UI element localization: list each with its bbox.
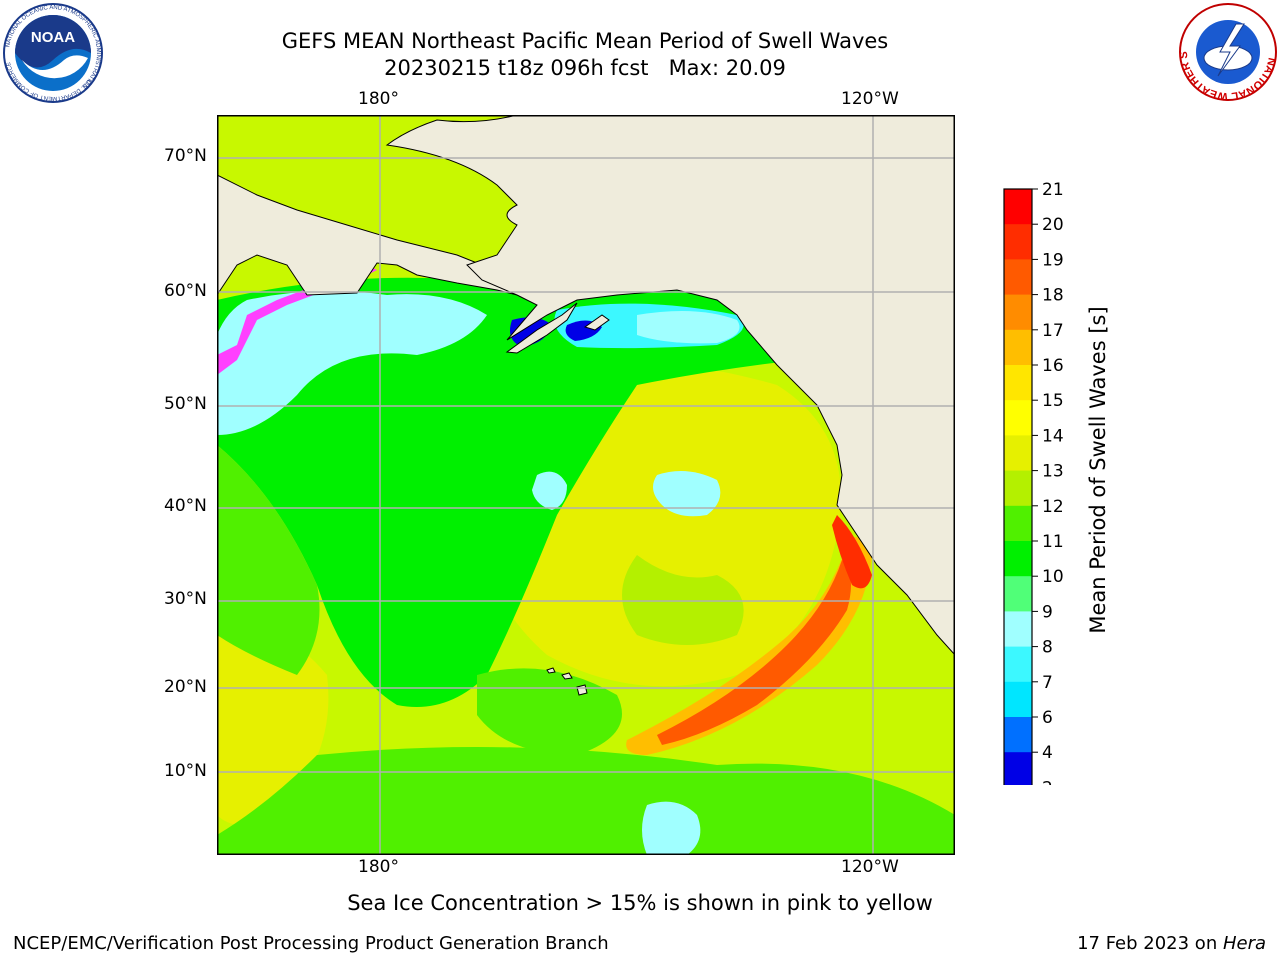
land-kodiak [583, 314, 610, 331]
colorbar-segment [1004, 717, 1032, 753]
colorbar-segment [1004, 541, 1032, 577]
swell-region-cyan-east [637, 311, 740, 344]
colorbar-tick-label: 11 [1042, 532, 1064, 552]
colorbar-segment [1004, 329, 1032, 366]
swell-region-cyan-south [642, 801, 701, 855]
footer-date: 17 Feb 2023 on Hera [1077, 933, 1266, 954]
colorbar-segment [1004, 435, 1032, 472]
footer-branch: NCEP/EMC/Verification Post Processing Pr… [13, 933, 609, 954]
noaa-logo: NOAA NATIONAL OCEANIC AND ATMOSPHERIC AD… [3, 3, 103, 103]
colorbar-tick-label: 2 [1042, 778, 1053, 785]
colorbar-tick-label: 10 [1042, 567, 1064, 587]
colorbar-outline [1003, 188, 1033, 785]
colorbar-segment [1004, 259, 1032, 296]
nws-logo: NATIONAL WEATHER SERVICE [1178, 2, 1278, 102]
colorbar-segment [1004, 470, 1032, 507]
colorbar: 2 4 6 7 8 9 10 11 12 13 14 15 16 17 18 19 20 21 [1003, 180, 1064, 785]
noaa-logo-text: NOAA [31, 29, 75, 46]
lat-label-50n: 50°N [164, 394, 207, 414]
colorbar-tick-label: 19 [1042, 250, 1064, 270]
colorbar-tick-label: 12 [1042, 497, 1064, 517]
colorbar-segment [1004, 365, 1032, 401]
colorbar-tick-label: 18 [1042, 286, 1064, 306]
colorbar-tick-label: 15 [1042, 391, 1064, 411]
colorbar-tick-label: 4 [1042, 743, 1053, 763]
footer-machine: Hera [1222, 933, 1266, 954]
lat-label-30n: 30°N [164, 589, 207, 609]
lon-label-top-180: 180° [358, 89, 399, 109]
colorbar-segment [1004, 505, 1032, 542]
swell-region-cyan-blob2 [532, 471, 567, 510]
footer-date-text: 17 Feb 2023 on [1077, 933, 1223, 954]
colorbar-segment [1004, 224, 1032, 260]
land-alaska-peninsula [505, 302, 578, 354]
colorbar-segment [1004, 189, 1032, 225]
swell-region-green-patch [622, 555, 744, 645]
swell-region-green-north [217, 277, 847, 707]
colorbar-tick-label: 20 [1042, 215, 1064, 235]
swell-region-cyan-blob1 [653, 471, 721, 517]
swell-region-green-south [217, 747, 955, 855]
land-hawaii [546, 667, 588, 696]
colorbar-tick-label: 6 [1042, 708, 1053, 728]
colorbar-tick-label: 17 [1042, 321, 1064, 341]
colorbar-tick-label: 16 [1042, 356, 1064, 376]
lat-label-40n: 40°N [164, 496, 207, 516]
map-frame [217, 115, 955, 855]
lon-label-bottom-120w: 120°W [841, 857, 899, 877]
colorbar-tick-label: 13 [1042, 462, 1064, 482]
colorbar-segment [1004, 681, 1032, 718]
lat-label-20n: 20°N [164, 677, 207, 697]
lat-label-60n: 60°N [164, 281, 207, 301]
colorbar-tick-label: 7 [1042, 673, 1053, 693]
colorbar-segment [1004, 576, 1032, 612]
colorbar-tick-label: 14 [1042, 426, 1064, 446]
lat-label-10n: 10°N [164, 761, 207, 781]
lat-label-70n: 70°N [164, 146, 207, 166]
swell-region-red-band [657, 560, 851, 745]
colorbar-tick-label: 8 [1042, 638, 1053, 658]
land-siberia [217, 115, 549, 301]
lon-label-top-120w: 120°W [841, 89, 899, 109]
lon-label-bottom-180: 180° [358, 857, 399, 877]
swell-region-cyan-north [217, 291, 487, 435]
colorbar-segment [1004, 752, 1032, 785]
sea-ice-note: Sea Ice Concentration > 15% is shown in … [347, 891, 933, 915]
swell-region-red-coast [832, 515, 872, 589]
colorbar-tick-label: 21 [1042, 180, 1064, 200]
swell-region-green-light [217, 445, 320, 675]
chart-subtitle: 20230215 t18z 096h fcst Max: 20.09 [384, 56, 786, 80]
colorbar-title: Mean Period of Swell Waves [s] [1086, 306, 1110, 634]
colorbar-segment [1004, 646, 1032, 683]
land-alaska [385, 115, 955, 656]
graticule [217, 115, 955, 855]
map-plot [217, 115, 955, 855]
chart-title: GEFS MEAN Northeast Pacific Mean Period … [281, 29, 889, 53]
colorbar-tick-label: 9 [1042, 602, 1053, 622]
colorbar-segment [1004, 400, 1032, 436]
colorbar-segment [1004, 294, 1032, 331]
colorbar-segment [1004, 611, 1032, 648]
